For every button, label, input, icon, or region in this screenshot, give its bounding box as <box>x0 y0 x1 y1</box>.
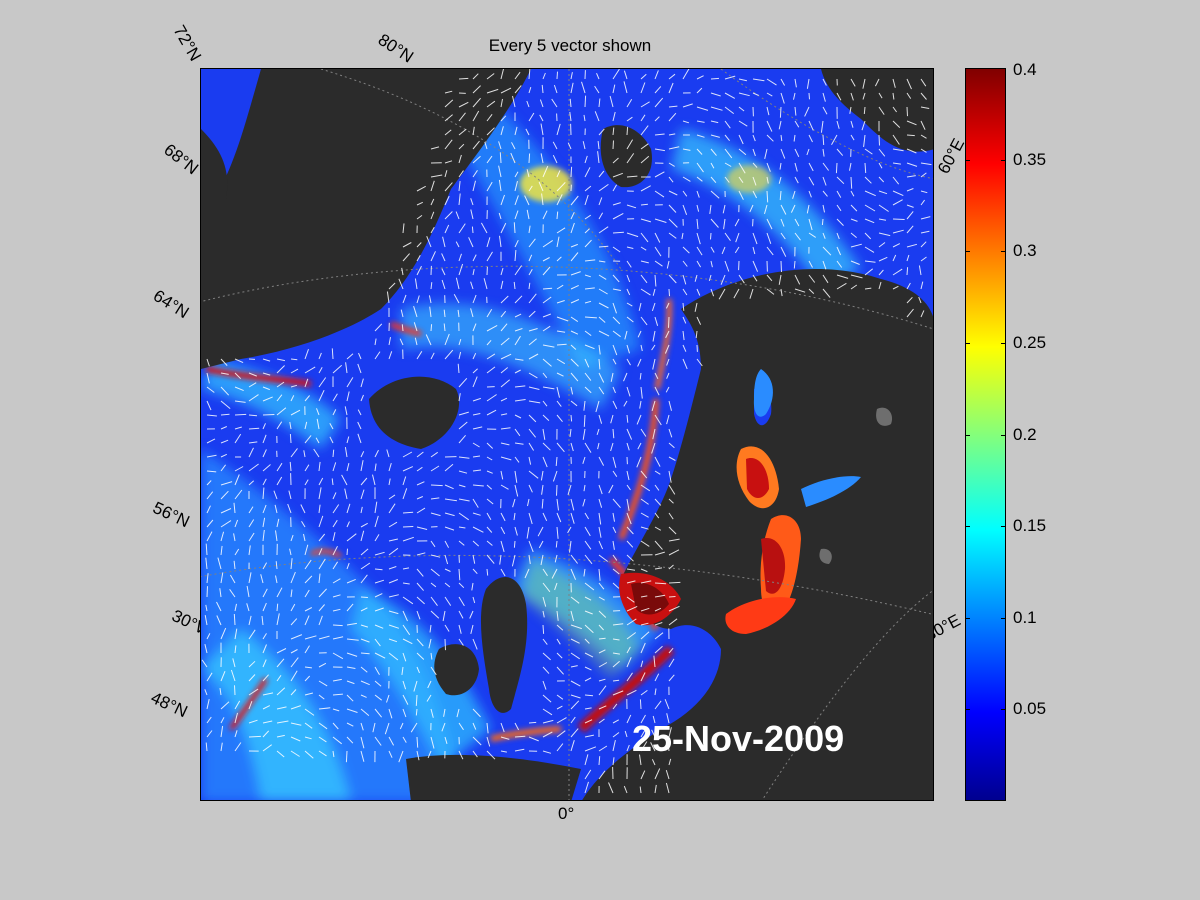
iceland <box>369 376 460 449</box>
colorbar-tick-mark <box>965 159 970 161</box>
colorbar-tick-mark <box>1001 68 1006 69</box>
colorbar-tick-label: 0.05 <box>1013 699 1047 719</box>
graticule <box>201 69 933 800</box>
colorbar-tick-mark <box>1001 526 1006 528</box>
colorbar-tick-label: 0.2 <box>1013 424 1037 444</box>
date-label: 25-Nov-2009 <box>632 718 845 759</box>
colorbar <box>965 68 1006 801</box>
france-iberia <box>406 754 581 800</box>
colorbar-tick-mark <box>1001 342 1006 344</box>
colorbar-tick-label: 0.35 <box>1013 149 1047 169</box>
scandinavia-europe <box>582 269 933 800</box>
colorbar-tick-label: 0.1 <box>1013 607 1037 627</box>
lat-label-68n: 68°N <box>160 140 202 179</box>
colorbar-tick-mark <box>965 617 970 619</box>
colorbar-tick-mark <box>1001 709 1006 711</box>
colorbar-tick-mark <box>1001 617 1006 619</box>
colorbar-tick-label: 0.15 <box>1013 516 1047 536</box>
lat-label-48n: 48°N <box>147 688 191 722</box>
colorbar-tick-label: 0.3 <box>1013 241 1037 261</box>
lat-label-56n: 56°N <box>149 498 193 532</box>
colorbar-tick-mark <box>965 251 970 253</box>
lon-label-60e: 60°E <box>934 135 969 177</box>
colorbar-tick-mark <box>1001 159 1006 161</box>
colorbar-tick-mark <box>1001 434 1006 436</box>
inland-waters <box>819 407 893 564</box>
velocity-vectors <box>201 69 932 794</box>
great-britain <box>480 577 528 713</box>
colorbar-tick-mark <box>965 709 970 711</box>
colorbar-tick-label: 0.25 <box>1013 332 1047 352</box>
colorbar-tick-mark <box>1001 251 1006 253</box>
lon-label-80n: 80°N <box>374 30 417 67</box>
lat-label-64n: 64°N <box>149 286 193 323</box>
colorbar-tick-mark <box>965 342 970 344</box>
colorbar-tick-mark <box>965 434 970 436</box>
baltic-sea <box>619 369 861 634</box>
novaya-zemlya <box>821 69 933 152</box>
colorbar-tick-mark <box>965 526 970 528</box>
colorbar-tick-mark <box>965 68 970 69</box>
map-panel <box>200 68 934 801</box>
lon-label-0: 0° <box>558 804 575 823</box>
current-speed-map <box>201 69 933 800</box>
figure-title: Every 5 vector shown <box>488 36 652 55</box>
colorbar-tick-label: 0.4 <box>1013 60 1037 79</box>
lat-label-72n: 72°N <box>169 22 205 65</box>
ireland <box>434 644 479 696</box>
